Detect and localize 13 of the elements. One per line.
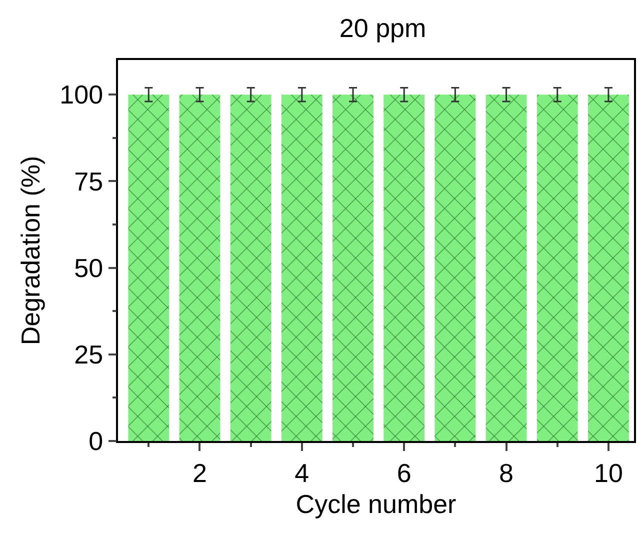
x-tick-label: 10 (594, 458, 623, 488)
chart-title: 20 ppm (339, 12, 426, 43)
y-tick-label: 25 (74, 340, 104, 370)
y-axis-title: Degradation (%) (16, 156, 46, 346)
y-tick-label: 50 (74, 252, 104, 283)
x-tick-label: 2 (192, 458, 207, 488)
x-tick-label: 6 (396, 458, 412, 488)
y-tick-label: 100 (60, 80, 104, 110)
x-tick-label: 4 (294, 458, 310, 488)
x-tick-label: 8 (499, 458, 514, 488)
x-axis-title: Cycle number (296, 489, 457, 520)
y-tick-label: 0 (88, 426, 104, 456)
y-tick-label: 75 (74, 166, 104, 196)
